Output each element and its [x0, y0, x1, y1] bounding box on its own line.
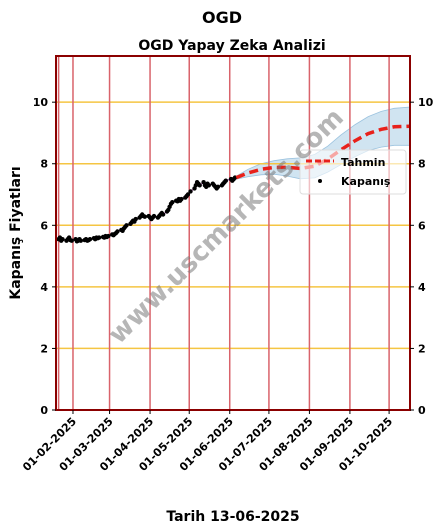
legend: Tahmin Kapanış [299, 149, 407, 195]
watermark: www.uscmarkets.com [103, 103, 350, 350]
kapanis-point [151, 213, 157, 219]
kapanis-point [215, 184, 221, 189]
y-tick-label-right: 4 [418, 281, 426, 294]
plot-frame [55, 55, 411, 411]
y-tick-label-right: 8 [418, 158, 426, 171]
kapanis-point [87, 237, 93, 242]
legend-kapanis-swatch [318, 179, 322, 183]
kapanis-point [179, 196, 184, 202]
chart-title: OGD Yapay Zeka Analizi [138, 38, 325, 54]
y-tick-label-right: 6 [418, 219, 426, 232]
y-tick-label-left: 8 [40, 158, 48, 171]
kapanis-point [106, 233, 111, 239]
kapanis-point [206, 183, 211, 188]
kapanis-point [60, 237, 65, 242]
chart-suptitle: OGD [202, 8, 242, 27]
y-tick-label-right: 10 [418, 96, 434, 109]
kapanis-point [223, 178, 228, 183]
x-axis-label: Tarih 13-06-2025 [166, 509, 299, 525]
y-tick-label-left: 6 [40, 219, 48, 232]
y-ticks-layer: 0 0 2 2 4 4 6 6 8 8 10 10 [33, 96, 434, 417]
y-tick-label-left: 2 [40, 342, 48, 355]
kapanis-point [185, 192, 191, 197]
y-tick-label-left: 4 [40, 281, 48, 294]
kapanis-point [78, 238, 84, 243]
legend-kapanis-label: Kapanış [341, 175, 391, 188]
y-tick-label-left: 10 [33, 96, 49, 109]
kapanis-point [69, 238, 74, 243]
kapanis-point [188, 189, 193, 194]
y-tick-label-right: 2 [418, 342, 426, 355]
kapanis-point [170, 200, 175, 205]
y-axis-label: Kapanış Fiyatları [8, 166, 24, 299]
kapanis-point [133, 216, 138, 222]
kapanis-point [115, 229, 120, 234]
kapanis-point [96, 235, 102, 240]
legend-tahmin-label: Tahmin [341, 156, 385, 169]
kapanis-point [160, 212, 166, 217]
kapanis-point [142, 214, 147, 219]
y-tick-label-left: 0 [40, 404, 48, 417]
vertical-lines-layer [57, 56, 390, 410]
series-layer [56, 124, 411, 244]
y-tick-label-right: 0 [418, 404, 426, 417]
kapanis-point [124, 223, 129, 228]
kapanis-point [197, 183, 202, 188]
x-ticks-layer: 01-02-202501-03-202501-04-202501-05-2025… [20, 410, 395, 474]
